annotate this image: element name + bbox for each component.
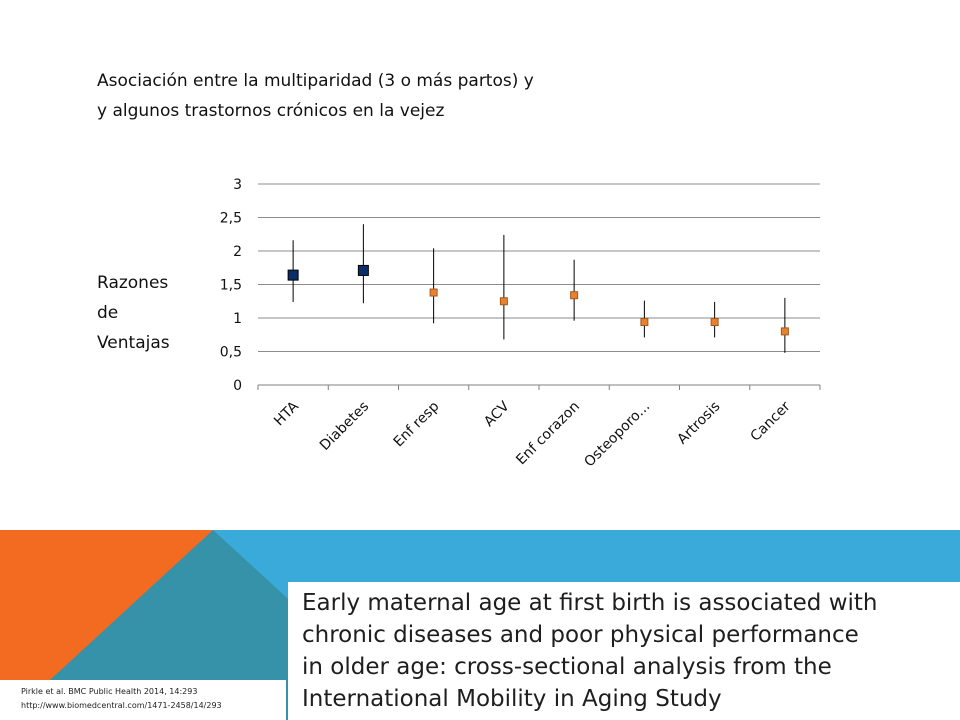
odds-ratio-point — [429, 288, 438, 297]
odds-ratio-point — [640, 318, 649, 327]
citation-url: http://www.biomedcentral.com/1471-2458/1… — [21, 701, 222, 710]
y-tick-label: 0 — [233, 378, 242, 394]
odds-ratio-point — [357, 264, 369, 276]
chart-title-line-2: y algunos trastornos crónicos en la veje… — [97, 101, 445, 121]
chart-gridlines — [257, 183, 821, 390]
y-axis-label-line-3: Ventajas — [97, 333, 170, 353]
y-axis-label: Razones de Ventajas — [97, 268, 197, 358]
odds-ratio-point — [499, 297, 508, 306]
y-tick-label: 1 — [233, 311, 242, 327]
paper-title-line-3: in older age: cross-sectional analysis f… — [302, 654, 832, 680]
y-tick-label: 2 — [233, 244, 242, 260]
odds-ratio-markers — [287, 264, 789, 336]
y-axis-ticks: 0 0,5 1 1,5 2 2,5 3 — [220, 177, 242, 394]
y-tick-label: 3 — [233, 177, 242, 193]
odds-ratio-chart: 00,511,522,53 HTA Diabetes Enf resp ACV Enf … — [220, 177, 821, 470]
paper-title-box: Early maternal age at first birth is ass… — [288, 582, 960, 720]
y-tick-label: 1,5 — [220, 278, 242, 294]
paper-title-line-1: Early maternal age at first birth is ass… — [302, 590, 878, 616]
y-tick-label: 2,5 — [220, 211, 242, 227]
footer-orange-triangle — [0, 530, 213, 720]
y-tick-label: 0,5 — [220, 345, 242, 361]
chart-title: Asociación entre la multiparidad (3 o má… — [97, 66, 657, 126]
paper-title-line-4: International Mobility in Aging Study — [302, 686, 722, 712]
y-axis-label-line-2: de — [97, 303, 119, 323]
y-axis-label-line-1: Razones — [97, 273, 169, 293]
odds-ratio-point — [570, 291, 579, 300]
odds-ratio-point — [710, 318, 719, 327]
odds-ratio-point — [780, 327, 789, 336]
odds-ratio-point — [287, 269, 299, 281]
citation-box: Pirkle et al. BMC Public Health 2014, 14… — [0, 680, 286, 720]
paper-title-line-2: chronic diseases and poor physical perfo… — [302, 622, 859, 648]
chart-title-line-1: Asociación entre la multiparidad (3 o má… — [97, 71, 534, 91]
citation-reference: Pirkle et al. BMC Public Health 2014, 14… — [21, 687, 198, 696]
